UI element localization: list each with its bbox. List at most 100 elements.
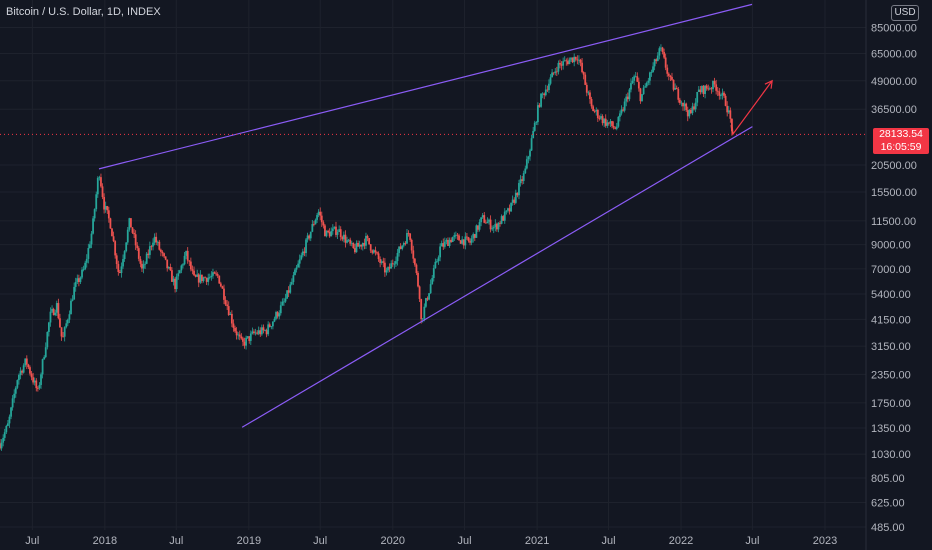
last-price-value: 28133.54 [879, 128, 923, 141]
candle-body [133, 232, 135, 235]
y-tick-label: 4150.00 [871, 314, 911, 326]
candle-body [178, 270, 181, 274]
candle-body [8, 416, 11, 424]
candle-body [630, 83, 632, 90]
candle-body [224, 299, 227, 305]
candle-body [289, 284, 292, 293]
candle-body [443, 241, 446, 247]
candle-body [527, 156, 530, 160]
candle-body [0, 442, 3, 449]
candle-body [85, 258, 88, 263]
candle-body [169, 267, 172, 271]
candle-body [663, 52, 665, 58]
candle-body [171, 270, 173, 282]
y-tick-label: 3150.00 [871, 341, 911, 353]
candle-body [699, 89, 702, 93]
y-tick-label: 85000.00 [871, 23, 917, 35]
candle-body [409, 233, 412, 240]
candle-body [429, 284, 432, 294]
candle-body [218, 275, 221, 284]
candle-body [197, 274, 200, 283]
candle-body [535, 122, 538, 123]
candle-body [68, 314, 71, 320]
candle-body [33, 380, 36, 383]
candle-body [401, 245, 404, 249]
candle-body [87, 248, 90, 259]
candle-body [607, 122, 610, 124]
candle-body [308, 235, 311, 239]
candle-body [682, 102, 684, 107]
candle-body [543, 93, 546, 96]
candle-body [284, 298, 287, 302]
candle-body [568, 59, 571, 65]
candle-body [57, 303, 60, 319]
candle-body [380, 261, 383, 263]
candle-body [407, 233, 410, 234]
candle-body [516, 192, 519, 196]
candle-body [470, 238, 473, 243]
candle-body [721, 92, 724, 96]
candle-body [95, 194, 98, 210]
y-tick-label: 5400.00 [871, 289, 911, 301]
candle-body [502, 216, 505, 221]
x-tick-label: 2020 [381, 535, 405, 547]
candle-body [525, 159, 528, 169]
candle-body [297, 263, 300, 268]
candle-body [529, 150, 531, 157]
candle-body [194, 275, 197, 277]
candle-body [710, 88, 713, 90]
x-tick-label: Jul [601, 535, 615, 547]
candle-body [495, 223, 498, 230]
candle-body [368, 238, 371, 245]
candle-body [549, 77, 552, 84]
candle-body [175, 276, 178, 290]
candle-body [593, 111, 596, 112]
candle-body [637, 81, 640, 89]
candle-body [453, 235, 456, 238]
candle-body [609, 121, 612, 124]
candle-body [47, 322, 50, 332]
currency-label[interactable]: USD [891, 5, 919, 21]
candle-body [346, 240, 348, 243]
y-tick-label: 625.00 [871, 497, 905, 509]
candle-body [724, 95, 727, 106]
candle-body [596, 109, 599, 119]
candle-body [713, 80, 716, 85]
candle-body [264, 330, 266, 331]
candle-body [248, 336, 251, 341]
y-tick-label: 65000.00 [871, 48, 917, 60]
candle-body [497, 222, 500, 230]
candle-body [731, 118, 733, 132]
candle-body [628, 89, 631, 100]
candle-body [536, 105, 539, 123]
x-axis: Jul 2018 Jul 2019 Jul 2020 Jul 2021 Jul 2022 Jul 20… [25, 535, 837, 547]
candle-body [52, 308, 55, 316]
candle-body [43, 357, 46, 360]
candle-body [595, 109, 598, 112]
candle-body [634, 76, 637, 78]
candle-body [712, 80, 714, 90]
candle-body [298, 259, 301, 264]
candle-body [287, 290, 290, 293]
candle-body [702, 85, 705, 94]
candle-body [276, 312, 279, 317]
candle-body [215, 273, 218, 275]
candle-body [440, 243, 443, 247]
candle-body [423, 306, 426, 319]
candle-body [256, 332, 259, 334]
candle-body [295, 267, 298, 270]
candle-body [500, 216, 503, 224]
candle-body [652, 66, 654, 73]
candle-body [273, 318, 276, 322]
candle-body [342, 234, 345, 240]
candle-body [625, 96, 628, 102]
candle-body [472, 234, 475, 239]
candle-body [96, 177, 99, 195]
candle-body [283, 301, 285, 303]
y-tick-label: 9000.00 [871, 240, 911, 252]
candle-body [234, 327, 236, 332]
candle-body [390, 263, 393, 269]
candle-body [336, 232, 339, 235]
candle-body [499, 222, 501, 224]
